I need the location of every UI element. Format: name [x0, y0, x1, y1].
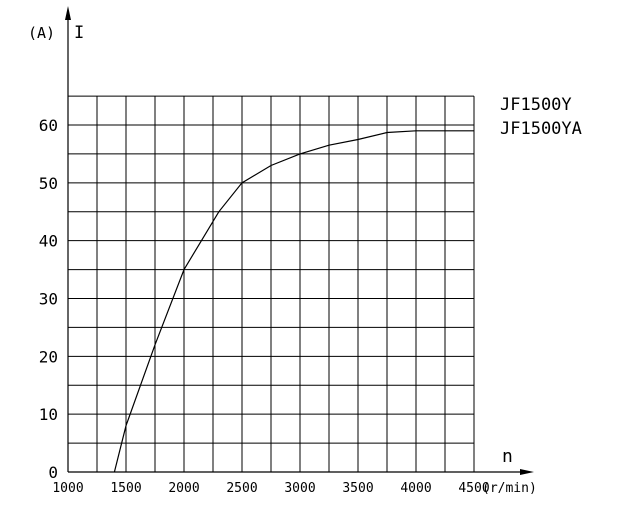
x-tick-label: 1500	[110, 481, 141, 496]
x-tick-label: 1000	[52, 481, 83, 496]
axes	[65, 6, 534, 475]
x-tick-label: 2000	[168, 481, 199, 496]
x-axis-label: n	[502, 446, 513, 467]
y-axis-unit: (A)	[28, 24, 55, 42]
y-tick-label: 20	[39, 347, 58, 366]
y-tick-label: 10	[39, 405, 58, 424]
y-tick-label: 0	[48, 463, 58, 482]
x-axis-unit: (r/min)	[482, 481, 537, 496]
grid	[68, 95, 475, 472]
y-tick-label: 60	[39, 116, 58, 135]
x-axis-arrow	[520, 469, 534, 475]
x-tick-label: 4000	[400, 481, 431, 496]
series-layer	[113, 130, 474, 473]
y-tick-label: 50	[39, 174, 58, 193]
legend-entry-1: JF1500YA	[500, 119, 582, 139]
y-tick-label: 30	[39, 290, 58, 309]
x-tick-label: 4500	[458, 481, 489, 496]
labels: (A) I n (r/min) JF1500Y JF1500YA 1000 150…	[28, 23, 582, 496]
legend-entry-0: JF1500Y	[500, 95, 572, 115]
y-axis-label: I	[74, 23, 84, 43]
y-tick-label: 40	[39, 232, 58, 251]
x-tick-label: 2500	[226, 481, 257, 496]
x-tick-label: 3500	[342, 481, 373, 496]
series-line	[113, 130, 474, 473]
y-axis-arrow	[65, 6, 71, 20]
x-tick-label: 3000	[284, 481, 315, 496]
